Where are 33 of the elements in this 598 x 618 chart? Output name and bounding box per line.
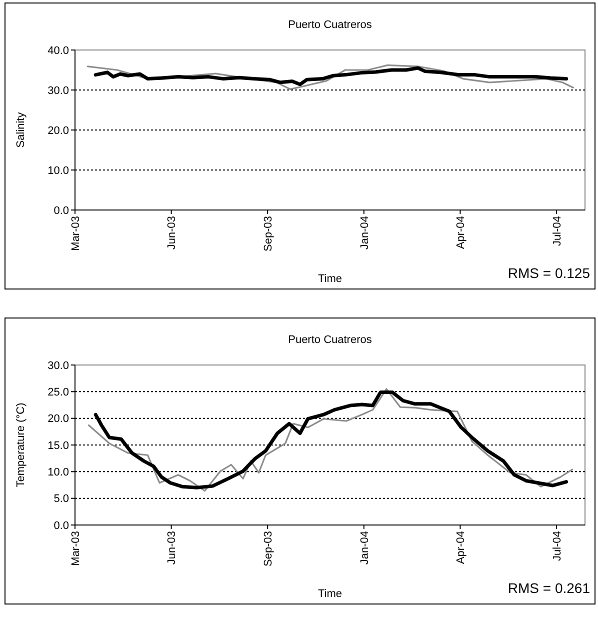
- y-tick-label: 20.0: [48, 413, 69, 426]
- y-tick-label: 30.0: [48, 360, 69, 372]
- y-axis-title: Salinity: [15, 112, 27, 148]
- x-tick-label: Apr-04: [455, 216, 468, 250]
- y-tick-label: 10.0: [48, 164, 69, 177]
- y-tick-label: 0.0: [54, 520, 69, 532]
- x-tick-label: Mar-03: [70, 531, 82, 566]
- y-tick-label: 5.0: [54, 493, 69, 506]
- x-tick-label: Jun-03: [166, 216, 178, 250]
- y-tick-label: 15.0: [48, 440, 69, 452]
- x-tick-label: Jul-04: [551, 531, 564, 561]
- chart-title: Puerto Cuatreros: [288, 334, 372, 346]
- text: RMS = 0.125: [508, 265, 590, 281]
- y-tick-label: 40.0: [48, 44, 69, 57]
- x-tick-label: Sep-03: [262, 531, 274, 566]
- x-tick-label: Mar-03: [70, 216, 82, 251]
- y-tick-label: 25.0: [48, 386, 69, 399]
- x-tick-label: Jul-04: [551, 216, 564, 246]
- line-series: [94, 66, 568, 86]
- y-tick-label: 10.0: [48, 466, 69, 479]
- y-tick-label: 20.0: [48, 124, 69, 137]
- x-axis-title: Time: [318, 273, 342, 285]
- x-axis-title: Time: [318, 588, 342, 600]
- y-tick-label: 30.0: [48, 84, 69, 97]
- y-tick-label: 0.0: [54, 204, 69, 217]
- x-tick-label: Apr-04: [455, 531, 468, 564]
- x-tick-label: Jun-03: [166, 531, 178, 565]
- x-tick-label: Jan-04: [358, 531, 371, 565]
- text: RMS = 0.261: [508, 580, 590, 596]
- y-axis-title: Temperature (°C): [15, 402, 27, 488]
- chart-title: Puerto Cuatreros: [288, 19, 372, 31]
- x-tick-label: Jan-04: [358, 216, 371, 250]
- x-tick-label: Sep-03: [262, 216, 274, 252]
